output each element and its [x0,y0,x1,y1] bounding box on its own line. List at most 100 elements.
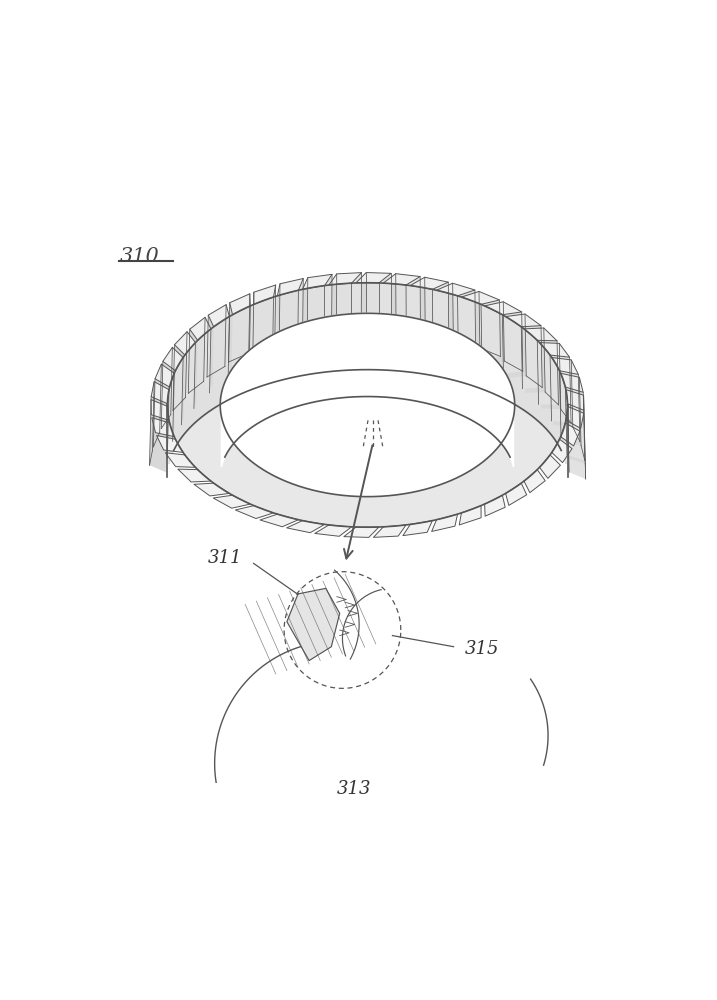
Polygon shape [485,302,522,315]
Polygon shape [156,435,183,452]
Text: 311: 311 [208,549,242,567]
Polygon shape [260,514,298,527]
Polygon shape [161,361,176,438]
Polygon shape [204,317,211,393]
Polygon shape [384,274,396,330]
Polygon shape [302,278,308,340]
Polygon shape [344,527,379,537]
Polygon shape [410,277,448,289]
Polygon shape [503,312,523,374]
Polygon shape [298,278,303,344]
Polygon shape [462,291,480,354]
Polygon shape [220,313,515,497]
Polygon shape [539,455,561,478]
Polygon shape [457,290,475,349]
Polygon shape [166,453,196,467]
Polygon shape [324,274,332,336]
Polygon shape [521,326,542,389]
Polygon shape [356,273,366,326]
Polygon shape [174,332,196,355]
Polygon shape [481,300,500,361]
Polygon shape [315,525,351,536]
Text: 310: 310 [120,247,160,266]
Polygon shape [384,274,420,285]
Polygon shape [374,525,406,537]
Polygon shape [207,315,214,389]
Polygon shape [505,483,527,505]
Polygon shape [539,343,561,409]
Polygon shape [194,483,229,496]
Polygon shape [178,469,211,482]
Polygon shape [524,470,545,493]
Polygon shape [566,390,584,410]
Polygon shape [168,283,568,527]
Polygon shape [249,294,250,365]
Polygon shape [485,302,504,365]
Polygon shape [222,313,513,467]
Polygon shape [277,278,303,296]
Polygon shape [169,283,566,464]
Polygon shape [287,521,325,533]
Polygon shape [559,371,580,442]
Polygon shape [552,358,579,374]
Polygon shape [229,303,232,374]
Polygon shape [437,283,453,344]
Polygon shape [254,285,275,304]
Polygon shape [550,355,571,423]
Polygon shape [552,358,573,427]
Polygon shape [287,588,340,661]
Polygon shape [505,314,526,378]
Polygon shape [163,347,183,371]
Polygon shape [437,283,475,296]
Polygon shape [561,373,583,392]
Polygon shape [208,305,229,327]
Polygon shape [552,439,572,463]
Text: 313: 313 [336,780,371,798]
Polygon shape [277,284,280,349]
Polygon shape [190,317,211,340]
Polygon shape [152,418,174,437]
Polygon shape [171,347,183,425]
Polygon shape [235,506,273,519]
Polygon shape [328,274,337,332]
Polygon shape [189,329,198,404]
Polygon shape [379,273,391,326]
Polygon shape [225,305,229,378]
Polygon shape [410,277,425,336]
Polygon shape [351,273,361,330]
Polygon shape [524,328,557,341]
Polygon shape [566,406,584,428]
Polygon shape [566,390,585,464]
Polygon shape [186,332,196,408]
Text: 315: 315 [465,640,499,658]
Polygon shape [539,343,569,357]
Polygon shape [160,364,174,441]
Polygon shape [173,345,185,421]
Polygon shape [561,373,581,445]
Polygon shape [524,328,545,393]
Polygon shape [567,404,586,479]
Polygon shape [356,273,391,283]
Polygon shape [561,423,580,446]
Polygon shape [432,514,457,531]
Polygon shape [565,387,585,460]
Polygon shape [329,273,361,285]
Polygon shape [213,495,250,508]
Polygon shape [155,364,174,387]
Polygon shape [229,294,250,315]
Polygon shape [537,340,559,405]
Polygon shape [505,314,541,327]
Polygon shape [460,506,481,525]
Polygon shape [406,277,420,332]
Polygon shape [253,292,254,361]
Polygon shape [462,291,500,304]
Polygon shape [150,397,168,472]
Polygon shape [432,282,449,340]
Polygon shape [485,495,505,516]
Polygon shape [272,285,275,354]
Polygon shape [151,382,169,404]
Polygon shape [153,382,169,458]
Polygon shape [403,521,432,536]
Polygon shape [303,274,332,289]
Polygon shape [151,400,169,420]
